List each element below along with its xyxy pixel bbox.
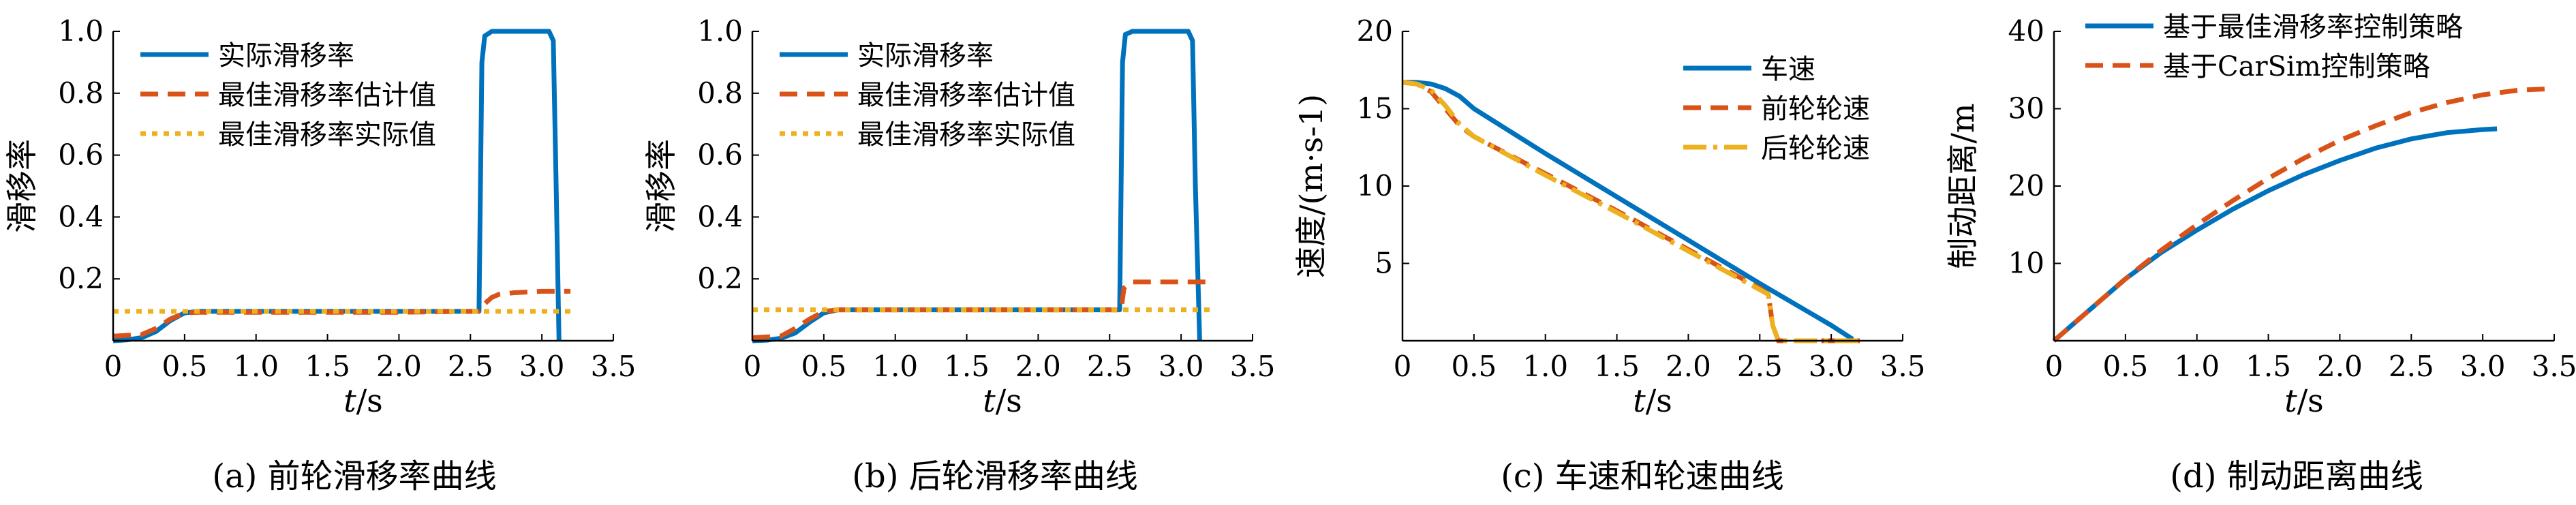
x-tick-label: 0 <box>2045 350 2064 383</box>
x-tick-label: 2.5 <box>2389 350 2434 383</box>
y-tick-label: 0.2 <box>58 262 104 295</box>
series-line-1 <box>112 288 571 339</box>
y-tick-label: 0.4 <box>58 200 104 233</box>
x-axis-label: t/s <box>343 382 383 419</box>
x-tick-label: 0.5 <box>1451 350 1497 383</box>
x-tick-label: 0 <box>743 350 762 383</box>
legend-label-2: 后轮轮速 <box>1761 133 1870 164</box>
x-tick-label: 3.5 <box>591 350 637 383</box>
x-tick-label: 3.5 <box>1230 350 1276 383</box>
y-axis-label: 滑移率 <box>643 139 679 233</box>
y-tick-label: 0.6 <box>697 138 743 172</box>
y-tick-label: 20 <box>2008 169 2044 202</box>
series-line-0 <box>752 29 1202 343</box>
x-tick-label: 1.5 <box>944 350 990 383</box>
legend-label-0: 车速 <box>1761 54 1815 85</box>
x-tick-label: 0 <box>1394 350 1412 383</box>
legend-label-0: 实际滑移率 <box>857 40 994 72</box>
y-tick-label: 10 <box>2008 247 2044 280</box>
series-line-1 <box>2052 86 2555 343</box>
legend-label-1: 前轮轮速 <box>1761 93 1870 125</box>
x-tick-label: 1.5 <box>2245 350 2291 383</box>
x-tick-label: 2.0 <box>1666 350 1711 383</box>
x-tick-label: 0.5 <box>2102 350 2148 383</box>
x-tick-label: 1.5 <box>1594 350 1640 383</box>
x-tick-label: 3.0 <box>2460 350 2506 383</box>
chart-caption: (b) 后轮滑移率曲线 <box>852 457 1137 495</box>
x-tick-label: 2.5 <box>1737 350 1783 383</box>
x-tick-label: 0.5 <box>801 350 846 383</box>
x-tick-label: 2.0 <box>1015 350 1061 383</box>
series-line-1 <box>752 279 1210 340</box>
x-axis-label: t/s <box>1633 382 1672 419</box>
x-tick-label: 1.0 <box>1522 350 1568 383</box>
x-tick-label: 3.0 <box>1809 350 1854 383</box>
y-tick-label: 0.6 <box>58 138 104 172</box>
x-tick-label: 1.5 <box>305 350 350 383</box>
y-tick-label: 20 <box>1357 14 1393 48</box>
x-tick-label: 3.5 <box>1880 350 1926 383</box>
y-tick-label: 0.2 <box>697 262 743 295</box>
y-tick-label: 30 <box>2008 92 2044 125</box>
legend-label-0: 基于最佳滑移率控制策略 <box>2163 12 2463 43</box>
x-tick-label: 2.5 <box>448 350 493 383</box>
y-axis-label: 滑移率 <box>3 139 40 233</box>
x-axis-label: t/s <box>983 382 1022 419</box>
chart-1: 0 0.5 1.0 1.5 2.0 2.5 3.0 3.5 0.2 0.4 0.6 0.8 1.0 t/s… <box>643 14 1275 495</box>
legend-label-0: 实际滑移率 <box>218 40 354 72</box>
series-line-0 <box>2052 126 2498 343</box>
legend-label-1: 最佳滑移率估计值 <box>857 80 1075 111</box>
chart-caption: (c) 车速和轮速曲线 <box>1501 457 1784 495</box>
x-tick-label: 3.0 <box>1159 350 1204 383</box>
x-tick-label: 1.0 <box>233 350 279 383</box>
x-tick-label: 3.5 <box>2532 350 2576 383</box>
y-tick-label: 0.8 <box>697 76 743 110</box>
y-axis-label: 制动距离/m <box>1944 103 1981 269</box>
x-tick-label: 0 <box>104 350 123 383</box>
x-tick-label: 2.5 <box>1087 350 1133 383</box>
series-line-0 <box>112 29 562 343</box>
legend-label-2: 最佳滑移率实际值 <box>857 119 1075 151</box>
y-tick-label: 40 <box>2008 14 2044 48</box>
y-tick-label: 5 <box>1375 247 1393 280</box>
chart-caption: (d) 制动距离曲线 <box>2170 457 2423 495</box>
x-tick-label: 2.0 <box>376 350 422 383</box>
chart-2: 0 0.5 1.0 1.5 2.0 2.5 3.0 3.5 5 10 15 20 t/s 速度/(m·s-… <box>1293 14 1925 495</box>
x-tick-label: 0.5 <box>162 350 207 383</box>
x-tick-label: 3.0 <box>519 350 565 383</box>
y-tick-label: 1.0 <box>58 14 104 48</box>
y-tick-label: 1.0 <box>697 14 743 48</box>
series-line-2 <box>1402 80 1860 343</box>
y-axis-label: 速度/(m·s-1) <box>1293 94 1330 278</box>
legend-label-1: 最佳滑移率估计值 <box>218 80 436 111</box>
x-axis-label: t/s <box>2284 382 2324 419</box>
legend-label-2: 最佳滑移率实际值 <box>218 119 436 151</box>
y-tick-label: 10 <box>1357 169 1393 202</box>
chart-0: 0 0.5 1.0 1.5 2.0 2.5 3.0 3.5 0.2 0.4 0.6 0.8 1.0 t/s… <box>3 14 636 495</box>
x-tick-label: 1.0 <box>872 350 918 383</box>
y-tick-label: 15 <box>1357 92 1393 125</box>
series-line-0 <box>1402 80 1854 341</box>
y-tick-label: 0.4 <box>697 200 743 233</box>
x-tick-label: 1.0 <box>2174 350 2220 383</box>
legend-label-1: 基于CarSim控制策略 <box>2163 51 2430 82</box>
x-tick-label: 2.0 <box>2317 350 2363 383</box>
y-tick-label: 0.8 <box>58 76 104 110</box>
chart-caption: (a) 前轮滑移率曲线 <box>212 457 496 495</box>
chart-3: 0 0.5 1.0 1.5 2.0 2.5 3.0 3.5 10 20 30 40 t/s 制动距离/m 基… <box>1944 12 2576 495</box>
